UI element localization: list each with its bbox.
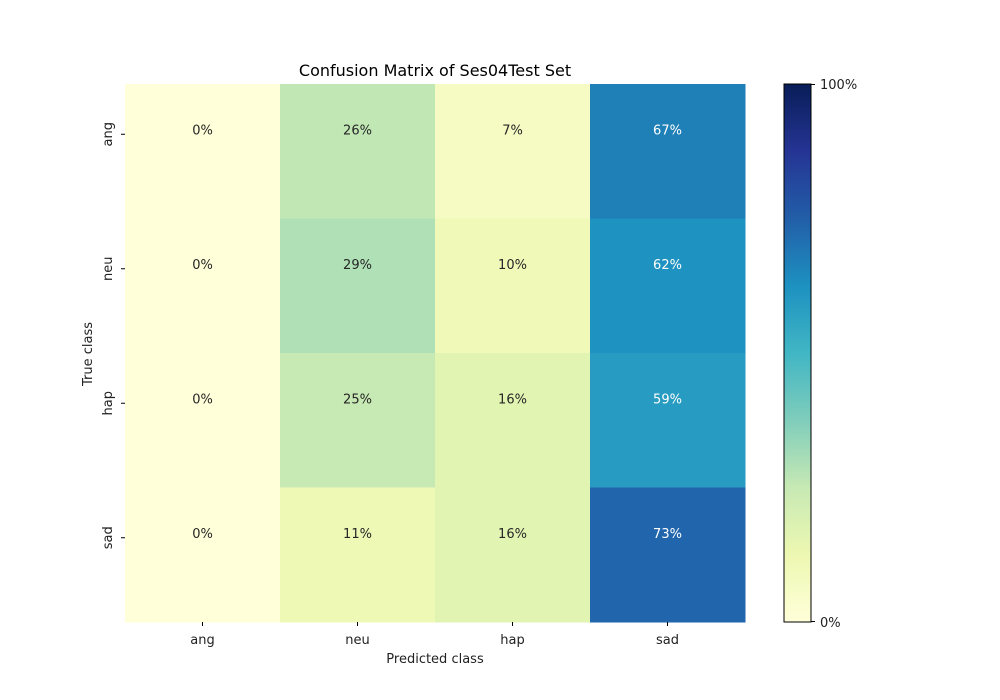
x-axis-label: Predicted class — [386, 652, 484, 667]
chart-title: Confusion Matrix of Ses04Test Set — [299, 61, 571, 80]
cell-value-label: 0% — [192, 123, 213, 138]
colorbar-gradient — [783, 83, 812, 623]
cell-value-label: 0% — [192, 258, 213, 273]
colorbar-max-label: 100% — [820, 78, 857, 93]
x-tick-label-ang: ang — [190, 633, 214, 648]
heatmap-cell-neu-sad — [590, 218, 746, 354]
y-tick-label-neu: neu — [101, 257, 116, 281]
heatmap-cell-hap-hap — [435, 353, 591, 488]
heatmap-cell-labels: 0% 26% 7% 67% 0% 29% 10% 62% 0% 25% 16% 59% 0% 11% 16%… — [192, 123, 682, 542]
heatmap-cell-hap-ang — [125, 353, 281, 488]
heatmap-cell-ang-neu — [280, 84, 436, 219]
heatmap-cell-sad-neu — [280, 487, 436, 623]
colorbar-min-label: 0% — [820, 616, 841, 631]
cell-value-label: 73% — [653, 527, 682, 542]
x-axis: ang neu hap sad — [190, 622, 679, 648]
cell-value-label: 29% — [343, 258, 372, 273]
heatmap-cell-neu-neu — [280, 218, 436, 354]
heatmap-cell-ang-ang — [125, 84, 281, 219]
y-tick-label-sad: sad — [101, 526, 116, 549]
x-tick-label-hap: hap — [500, 633, 524, 648]
heatmap-cells — [125, 84, 746, 623]
heatmap-cell-ang-sad — [590, 84, 746, 219]
y-axis: ang neu hap sad — [101, 122, 125, 549]
cell-value-label: 16% — [498, 527, 527, 542]
y-axis-label: True class — [81, 322, 96, 387]
x-tick-label-sad: sad — [656, 633, 679, 648]
heatmap-cell-neu-hap — [435, 218, 591, 354]
cell-value-label: 7% — [502, 123, 523, 138]
cell-value-label: 59% — [653, 392, 682, 407]
x-tick-label-neu: neu — [345, 633, 369, 648]
heatmap-cell-sad-sad — [590, 487, 746, 623]
cell-value-label: 16% — [498, 392, 527, 407]
cell-value-label: 62% — [653, 258, 682, 273]
cell-value-label: 0% — [192, 527, 213, 542]
heatmap-cell-ang-hap — [435, 84, 591, 219]
cell-value-label: 11% — [343, 527, 372, 542]
cell-value-label: 0% — [192, 392, 213, 407]
heatmap-cell-sad-hap — [435, 487, 591, 623]
cell-value-label: 10% — [498, 258, 527, 273]
y-tick-label-hap: hap — [101, 391, 116, 415]
cell-value-label: 67% — [653, 123, 682, 138]
heatmap-cell-sad-ang — [125, 487, 281, 623]
colorbar: 100% 0% — [783, 78, 857, 631]
heatmap-cell-hap-neu — [280, 353, 436, 488]
heatmap-cell-neu-ang — [125, 218, 281, 354]
cell-value-label: 26% — [343, 123, 372, 138]
y-tick-label-ang: ang — [101, 122, 116, 146]
cell-value-label: 25% — [343, 392, 372, 407]
heatmap-cell-hap-sad — [590, 353, 746, 488]
